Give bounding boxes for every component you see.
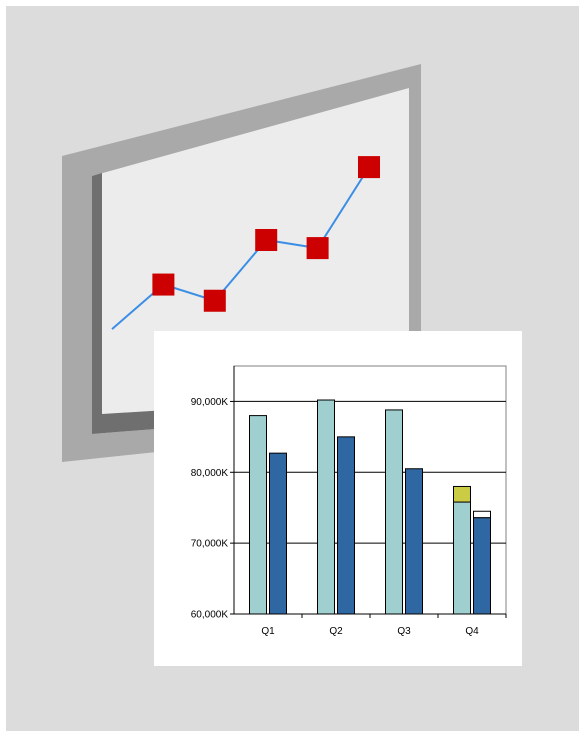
bar-chart-card: 60,000K 70,000K 80,000K 90,000K Q1 Q2 Q3 Q4 bbox=[154, 331, 522, 666]
bar bbox=[473, 517, 491, 615]
bar bbox=[405, 468, 423, 615]
bar bbox=[453, 501, 471, 615]
line-marker bbox=[306, 237, 329, 260]
x-tick-label: Q2 bbox=[329, 626, 343, 637]
illustration-background: 60,000K 70,000K 80,000K 90,000K Q1 Q2 Q3 Q4 bbox=[6, 6, 579, 731]
chart-illustration: 60,000K 70,000K 80,000K 90,000K Q1 Q2 Q3 Q4 bbox=[62, 64, 522, 666]
bar bbox=[249, 415, 267, 615]
bar-stack-segment bbox=[473, 510, 491, 519]
bar bbox=[385, 409, 403, 615]
y-tick-label: 60,000K bbox=[191, 610, 229, 621]
x-tick-label: Q3 bbox=[397, 626, 411, 637]
x-tick-label: Q4 bbox=[465, 626, 479, 637]
bar bbox=[337, 436, 355, 615]
bar bbox=[269, 452, 287, 615]
line-chart bbox=[111, 156, 380, 330]
line-marker bbox=[203, 289, 226, 312]
bars bbox=[249, 399, 491, 615]
y-tick-label: 80,000K bbox=[191, 468, 229, 479]
bar bbox=[317, 399, 335, 615]
axes: 60,000K 70,000K 80,000K 90,000K Q1 Q2 Q3 Q4 bbox=[191, 366, 507, 637]
x-tick-label: Q1 bbox=[261, 626, 275, 637]
line-marker bbox=[152, 273, 175, 296]
y-tick-label: 90,000K bbox=[191, 397, 229, 408]
bar-stack-segment bbox=[453, 485, 471, 503]
line-marker bbox=[255, 229, 278, 251]
y-tick-label: 70,000K bbox=[191, 539, 229, 550]
line-marker bbox=[358, 156, 380, 179]
